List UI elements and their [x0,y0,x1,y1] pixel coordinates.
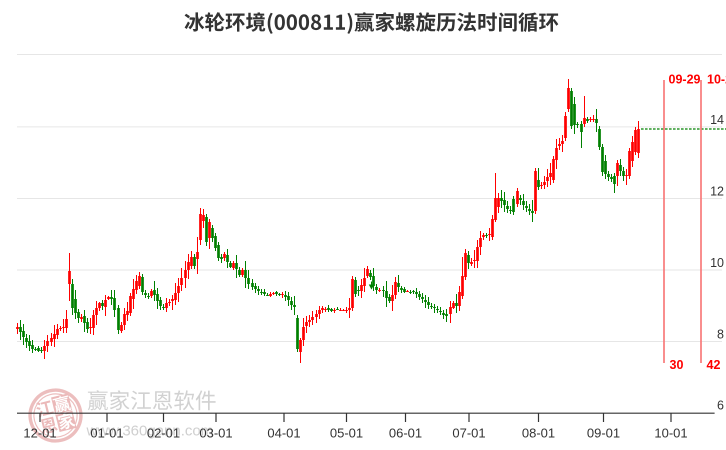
svg-text:09-01: 09-01 [587,426,620,441]
svg-text:6: 6 [717,399,724,413]
svg-text:10-01: 10-01 [654,426,687,441]
svg-text:30: 30 [670,358,684,372]
svg-text:8: 8 [717,328,724,342]
svg-text:07-01: 07-01 [452,426,485,441]
svg-text:10-29: 10-29 [707,73,726,87]
svg-text:08-01: 08-01 [522,426,555,441]
svg-text:42: 42 [707,358,721,372]
svg-text:01-01: 01-01 [90,426,123,441]
svg-text:12-01: 12-01 [23,426,56,441]
svg-text:03-01: 03-01 [199,426,232,441]
svg-text:10: 10 [710,256,724,270]
svg-text:05-01: 05-01 [330,426,363,441]
svg-text:09-29: 09-29 [669,73,701,87]
svg-text:14: 14 [710,113,724,127]
svg-text:12: 12 [710,185,724,199]
svg-text:04-01: 04-01 [267,426,300,441]
svg-text:02-01: 02-01 [147,426,180,441]
svg-text:06-01: 06-01 [389,426,422,441]
svg-text:www.360gann.com: www.360gann.com [86,423,214,440]
